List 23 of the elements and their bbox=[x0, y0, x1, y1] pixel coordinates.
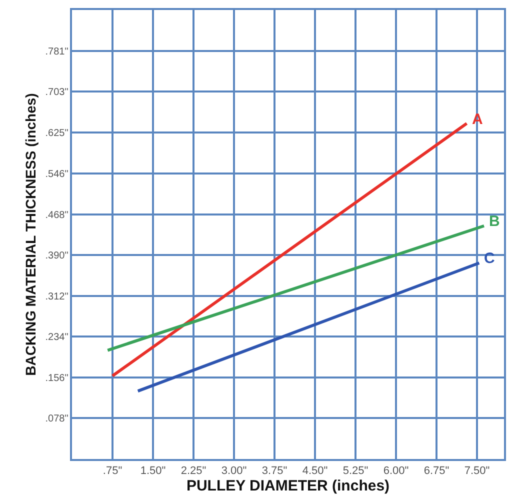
y-tick-label: .078" bbox=[45, 414, 69, 425]
y-tick-label: .156" bbox=[45, 372, 69, 384]
y-tick-label: .390" bbox=[45, 250, 69, 262]
y-tick-label: .781" bbox=[45, 46, 69, 58]
x-tick-label: 6.75" bbox=[424, 464, 450, 477]
x-tick-label: 6.00" bbox=[383, 464, 409, 477]
series-label: B bbox=[489, 213, 500, 230]
x-tick-label: 1.50" bbox=[140, 464, 166, 477]
y-tick-label: .312" bbox=[45, 291, 69, 302]
x-tick-label: 7.50" bbox=[464, 464, 490, 477]
y-tick-label: .703" bbox=[45, 87, 69, 98]
x-tick-label: 3.00" bbox=[221, 464, 247, 477]
x-tick-label: 3.75" bbox=[262, 464, 288, 477]
x-tick-label: .75" bbox=[102, 464, 122, 477]
x-tick-label: 4.50" bbox=[302, 464, 328, 477]
y-axis-title: BACKING MATERIAL THICKNESS (inches) bbox=[22, 93, 38, 376]
x-tick-label: 2.25" bbox=[180, 464, 206, 477]
y-tick-label: .625" bbox=[45, 128, 69, 139]
x-axis-title: PULLEY DIAMETER (inches) bbox=[186, 477, 390, 494]
y-tick-label: .546" bbox=[45, 169, 69, 180]
x-tick-label: 5.25" bbox=[342, 464, 368, 477]
y-tick-label: .468" bbox=[45, 210, 69, 221]
y-tick-label: .234" bbox=[45, 332, 69, 344]
